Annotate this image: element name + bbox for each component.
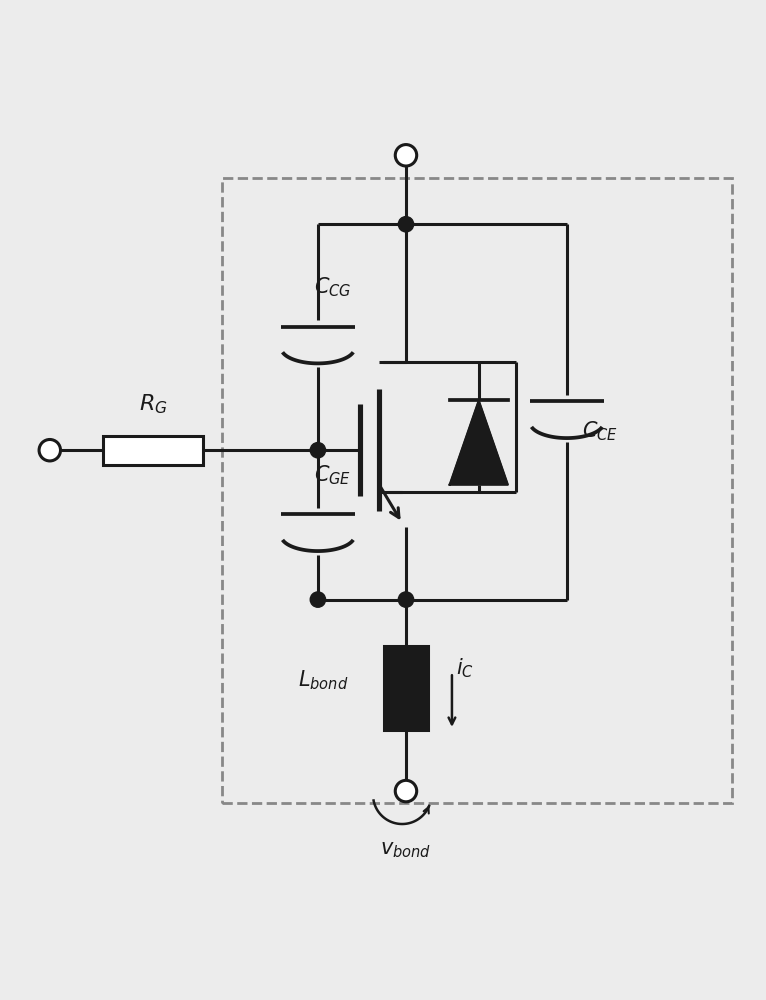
Text: $C_{CE}$: $C_{CE}$ <box>582 419 618 443</box>
FancyBboxPatch shape <box>103 436 203 465</box>
Circle shape <box>395 780 417 802</box>
Polygon shape <box>450 400 508 485</box>
Circle shape <box>398 217 414 232</box>
Circle shape <box>395 145 417 166</box>
FancyBboxPatch shape <box>384 646 428 730</box>
Text: $v_{bond}$: $v_{bond}$ <box>381 841 431 860</box>
Circle shape <box>398 592 414 607</box>
Circle shape <box>310 443 326 458</box>
Circle shape <box>39 439 61 461</box>
Text: $i_C$: $i_C$ <box>456 657 473 680</box>
Circle shape <box>310 592 326 607</box>
Text: $L_{bond}$: $L_{bond}$ <box>298 668 349 692</box>
Text: $R_G$: $R_G$ <box>139 392 168 416</box>
Text: $C_{CG}$: $C_{CG}$ <box>314 276 352 299</box>
Text: $C_{GE}$: $C_{GE}$ <box>314 463 351 487</box>
